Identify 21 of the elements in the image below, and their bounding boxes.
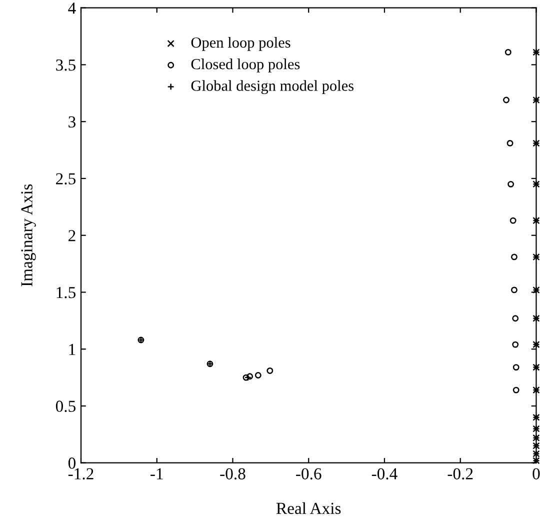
legend-label: Open loop poles xyxy=(191,36,290,51)
y-tick-label: 0 xyxy=(68,458,76,469)
y-tick-label: 3 xyxy=(68,116,76,128)
y-tick-label: 1.5 xyxy=(56,287,76,298)
y-tick-label: 3.5 xyxy=(56,59,76,71)
legend-label: Closed loop poles xyxy=(191,58,300,72)
x-tick-label: 0 xyxy=(532,468,540,480)
legend-label: Global design model poles xyxy=(191,80,354,94)
x-tick-label: -0.8 xyxy=(220,468,246,480)
x-tick-label: -1.2 xyxy=(68,468,94,480)
y-tick-label: 2.5 xyxy=(56,173,76,184)
y-tick-label: 0.5 xyxy=(56,400,76,412)
x-tick-label: -0.2 xyxy=(448,468,473,480)
y-tick-label: 1 xyxy=(69,344,76,355)
y-tick-label: 4 xyxy=(68,2,76,14)
x-tick-label: -0.4 xyxy=(372,468,398,480)
x-tick-label: -1 xyxy=(150,468,163,480)
y-tick-label: 2 xyxy=(68,230,76,242)
y-axis-title: Imaginary Axis xyxy=(21,184,36,286)
x-axis-title: Real Axis xyxy=(276,502,341,514)
x-tick-label: -0.6 xyxy=(296,468,322,480)
